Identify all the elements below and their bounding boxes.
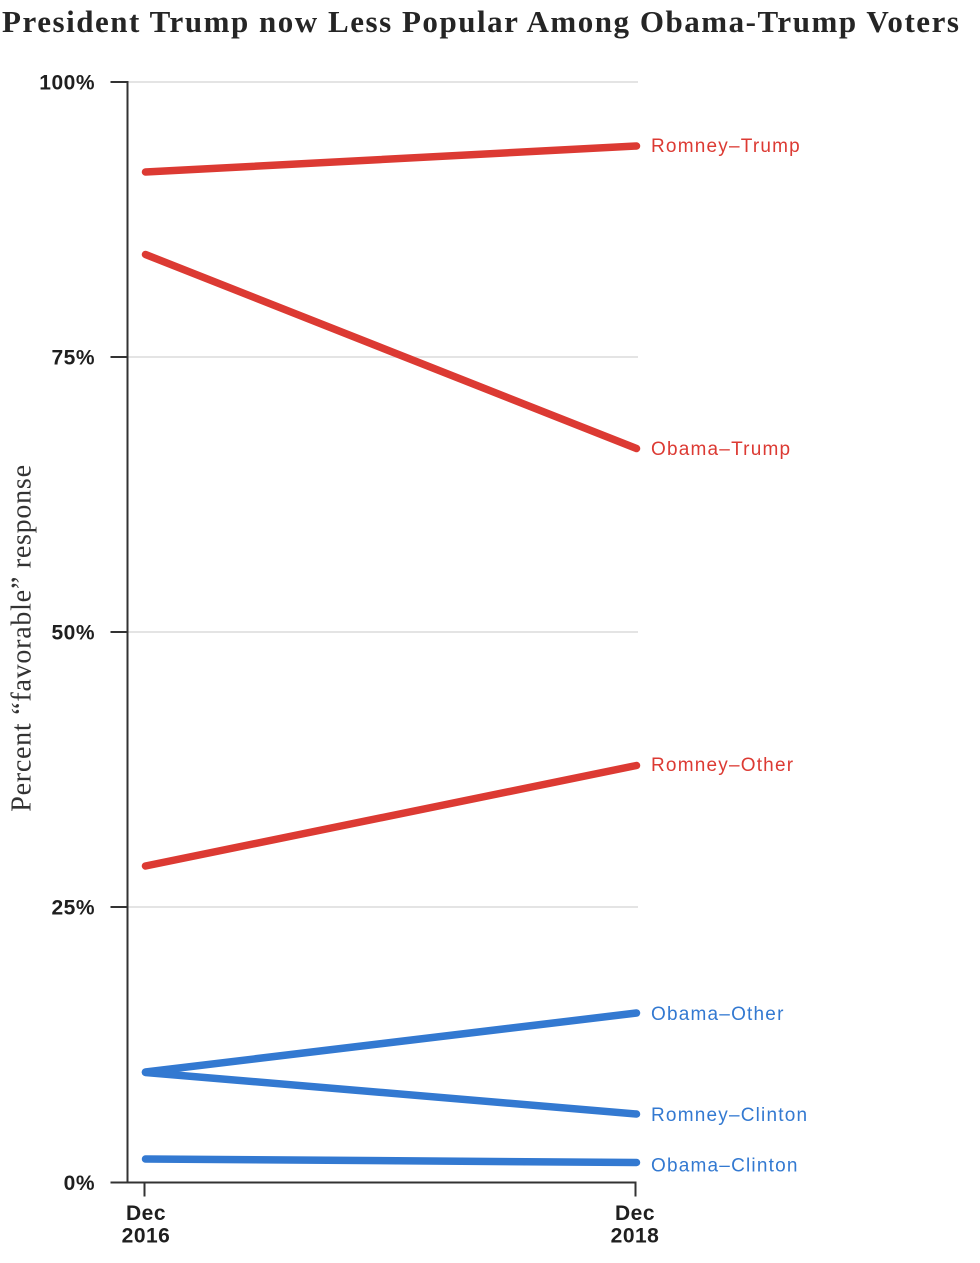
svg-text:2018: 2018 bbox=[611, 1225, 660, 1248]
svg-text:25%: 25% bbox=[51, 897, 95, 920]
svg-text:Romney–Other: Romney–Other bbox=[651, 755, 794, 776]
svg-text:100%: 100% bbox=[39, 72, 95, 95]
svg-text:Dec: Dec bbox=[126, 1202, 166, 1225]
svg-text:Dec: Dec bbox=[615, 1202, 655, 1225]
svg-text:Obama–Other: Obama–Other bbox=[651, 1004, 785, 1025]
svg-text:50%: 50% bbox=[51, 622, 95, 645]
svg-text:Romney–Clinton: Romney–Clinton bbox=[651, 1105, 808, 1126]
svg-text:Romney–Trump: Romney–Trump bbox=[651, 136, 801, 157]
svg-text:Obama–Trump: Obama–Trump bbox=[651, 439, 791, 460]
svg-text:2016: 2016 bbox=[122, 1225, 171, 1248]
svg-text:75%: 75% bbox=[51, 347, 95, 370]
svg-text:0%: 0% bbox=[64, 1172, 95, 1195]
svg-text:Obama–Clinton: Obama–Clinton bbox=[651, 1156, 799, 1177]
